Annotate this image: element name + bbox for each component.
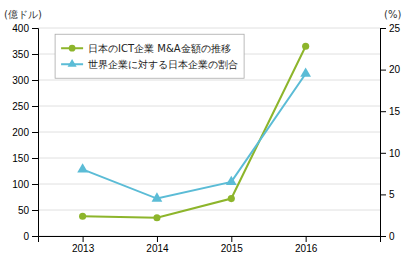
axis-line [381,29,387,237]
tick: 300 [12,75,38,86]
tick-mark [306,236,307,242]
legend-label: 日本のICT企業 M&A金額の推移 [88,43,231,54]
plot: 2013201420152016050100150200250300350400… [12,23,400,254]
tick: 2013 [72,236,95,254]
axis-line [39,237,381,243]
tick-label: 15 [389,106,401,117]
tick: 200 [12,127,38,138]
point [228,195,235,202]
tick: 2014 [146,236,169,254]
tick-label: 2016 [295,243,318,254]
chart: 2013201420152016050100150200250300350400… [0,0,418,260]
tick-mark [380,28,386,29]
tick-mark [380,70,386,71]
tick: 0 [23,231,38,242]
tick: 25 [380,23,401,34]
tick-mark [32,54,38,55]
legend-marker [69,45,76,52]
point [152,192,163,201]
tick-label: 2013 [72,243,95,254]
point [302,43,309,50]
tick-label: 5 [389,189,395,200]
tick: 2015 [221,236,244,254]
grid-line [38,210,380,211]
grid-line [38,184,380,185]
grid-line [38,158,380,159]
x-axis: 2013 2014 2015 2016 [39,236,381,254]
tick-mark [157,236,158,242]
tick-label: 150 [12,153,29,164]
tick-mark [32,132,38,133]
tick: 250 [12,101,38,112]
tick-label: 0 [23,231,29,242]
tick-label: 100 [12,179,29,190]
tick-label: 0 [389,231,395,242]
tick-label: 10 [389,148,401,159]
tick-mark [32,184,38,185]
tick-label: 300 [12,75,29,86]
point [79,213,86,220]
tick-mark [380,111,386,112]
marks [77,43,311,222]
legend: 日本のICT企業 M&A金額の推移世界企業に対する日本企業の割合 [55,34,244,78]
tick-mark [32,210,38,211]
legend-frame [55,34,244,78]
tick-label: 20 [389,64,401,75]
grid-line [38,28,380,29]
grid-line [38,80,380,81]
tick-label: 350 [12,49,29,60]
tick: 350 [12,49,38,60]
tick-label: 200 [12,127,29,138]
grid-line [38,106,380,107]
tick-label: 25 [389,23,401,34]
tick: 20 [380,64,401,75]
grid [38,28,380,236]
tick-label: 50 [18,205,30,216]
tick: 400 [12,23,38,34]
tick-mark [380,153,386,154]
legend-label: 世界企業に対する日本企業の割合 [88,59,238,70]
axis-line [32,29,39,237]
tick-label: 2014 [146,243,169,254]
y-axis: 0 50 100 150 200 250 300 350 400 [12,23,38,242]
grid-line [38,132,380,133]
tick: 5 [380,189,395,200]
y2-axis: 0 5 10 15 20 25 [380,23,401,242]
legend-marker [68,59,77,67]
tick: 100 [12,179,38,190]
tick-label: 400 [12,23,29,34]
tick-mark [380,236,386,237]
y2-axis-title: (%) [384,9,401,20]
point [226,176,237,185]
point [153,214,160,221]
series-line [83,74,306,199]
tick-mark [32,80,38,81]
tick: 150 [12,153,38,164]
tick: 0 [380,231,395,242]
tick: 2016 [295,236,318,254]
tick-mark [83,236,84,242]
tick-mark [32,158,38,159]
tick-mark [380,194,386,195]
tick-mark [32,106,38,107]
tick: 15 [380,106,401,117]
point [77,163,88,172]
tick-mark [231,236,232,242]
point [300,68,311,77]
tick-label: 250 [12,101,29,112]
y-axis-title: (億ドル) [4,9,42,20]
tick-mark [32,236,38,237]
tick: 50 [18,205,38,216]
tick: 10 [380,148,401,159]
tick-label: 2015 [221,243,244,254]
tick-mark [32,28,38,29]
